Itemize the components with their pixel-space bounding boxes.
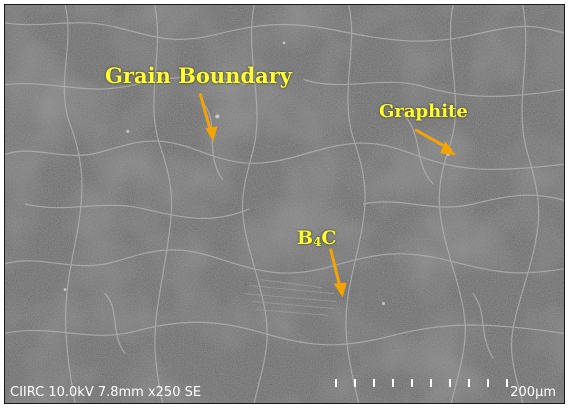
- sem-parameters: CIIRC 10.0kV 7.8mm x250 SE: [10, 385, 202, 400]
- graphite-label: Graphite: [379, 101, 468, 122]
- scale-label: 200µm: [510, 385, 556, 400]
- b4c-arrow: [329, 248, 342, 288]
- sem-micrograph: Grain Boundary Graphite B4C CIIRC 10.0kV…: [4, 4, 565, 404]
- b4c-label-main: B: [297, 227, 314, 249]
- micrograph-image: [5, 5, 564, 403]
- b4c-label: B4C: [297, 227, 337, 249]
- scale-bar: [335, 377, 510, 387]
- b4c-label-subscript: 4: [313, 235, 322, 249]
- grain-boundary-arrow: [198, 93, 212, 132]
- sem-info-bar: CIIRC 10.0kV 7.8mm x250 SE 200µm: [5, 379, 564, 403]
- b4c-label-end: C: [321, 227, 337, 249]
- grain-boundary-label: Grain Boundary: [105, 63, 293, 88]
